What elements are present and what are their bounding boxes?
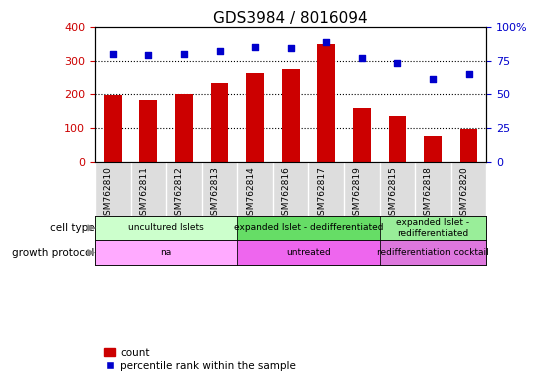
- Text: expanded Islet -
redifferentiated: expanded Islet - redifferentiated: [396, 218, 470, 238]
- Text: GSM762812: GSM762812: [175, 166, 184, 221]
- Point: [393, 60, 402, 66]
- Text: GSM762818: GSM762818: [424, 166, 433, 221]
- Point: [215, 48, 224, 54]
- Text: GSM762820: GSM762820: [459, 166, 468, 221]
- Text: GSM762814: GSM762814: [246, 166, 255, 221]
- Legend: count, percentile rank within the sample: count, percentile rank within the sample: [100, 344, 300, 375]
- Bar: [95, 215, 238, 240]
- Text: GSM762810: GSM762810: [104, 166, 113, 221]
- Bar: [389, 116, 406, 162]
- Bar: [459, 129, 477, 162]
- Bar: [104, 95, 122, 162]
- Bar: [424, 136, 442, 162]
- Point: [429, 76, 438, 83]
- Text: GSM762817: GSM762817: [318, 166, 326, 221]
- Text: GSM762815: GSM762815: [389, 166, 397, 221]
- Text: redifferentiation cocktail: redifferentiation cocktail: [377, 248, 489, 257]
- Bar: [175, 94, 193, 162]
- Bar: [211, 83, 229, 162]
- Bar: [380, 240, 486, 265]
- Point: [250, 44, 259, 50]
- Bar: [246, 73, 264, 162]
- Bar: [353, 108, 371, 162]
- Text: uncultured Islets: uncultured Islets: [129, 223, 204, 232]
- Bar: [318, 44, 335, 162]
- Bar: [95, 240, 238, 265]
- Title: GDS3984 / 8016094: GDS3984 / 8016094: [214, 11, 368, 26]
- Bar: [140, 100, 157, 162]
- Text: cell type: cell type: [50, 223, 94, 233]
- Bar: [282, 70, 300, 162]
- Point: [144, 52, 153, 58]
- Point: [464, 71, 473, 77]
- Point: [357, 55, 366, 61]
- Point: [108, 51, 117, 57]
- Text: GSM762819: GSM762819: [353, 166, 362, 221]
- Text: GSM762813: GSM762813: [211, 166, 220, 221]
- Bar: [238, 215, 380, 240]
- Point: [286, 45, 295, 51]
- Bar: [380, 215, 486, 240]
- Point: [179, 51, 188, 57]
- Text: expanded Islet - dedifferentiated: expanded Islet - dedifferentiated: [234, 223, 383, 232]
- Text: na: na: [160, 248, 172, 257]
- Point: [322, 39, 331, 45]
- Bar: [238, 240, 380, 265]
- Text: GSM762816: GSM762816: [282, 166, 291, 221]
- Text: untreated: untreated: [286, 248, 331, 257]
- Text: GSM762811: GSM762811: [139, 166, 148, 221]
- Text: growth protocol: growth protocol: [12, 248, 94, 258]
